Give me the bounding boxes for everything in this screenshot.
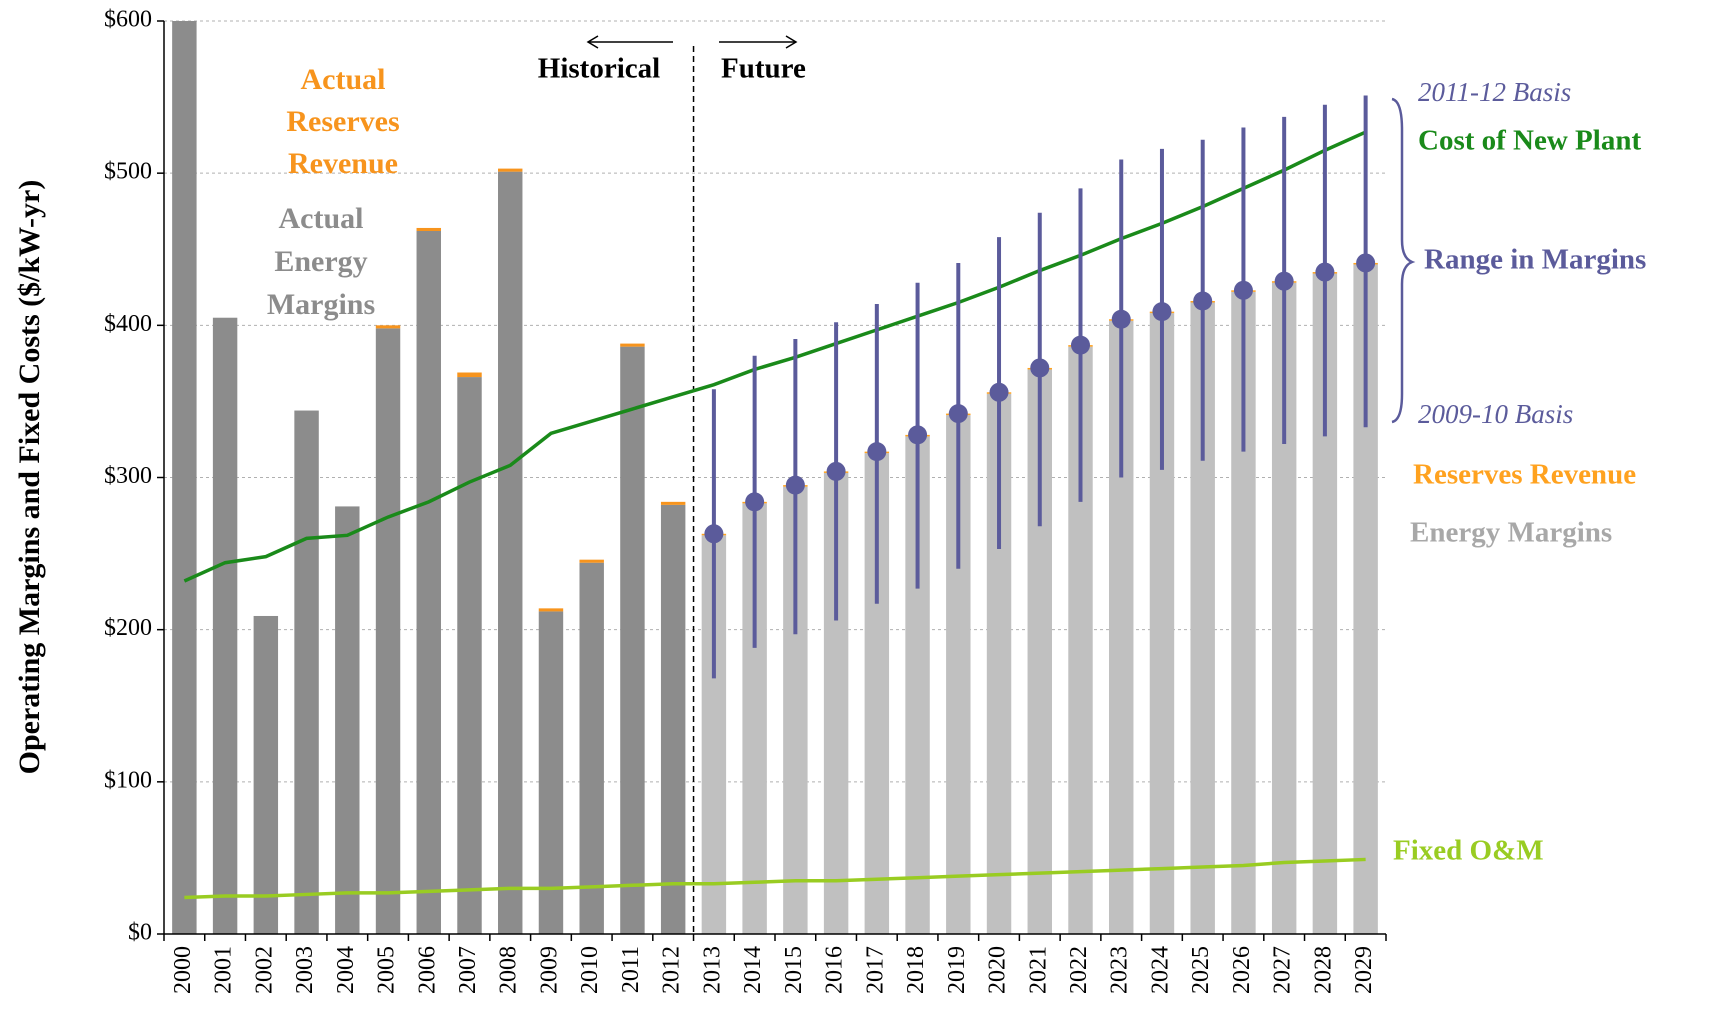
x-tick-label: 2015 (781, 946, 807, 994)
y-tick-label: $500 (104, 159, 152, 185)
y-tick-label: $200 (104, 615, 152, 641)
arrows (586, 35, 798, 49)
y-tick-label: $0 (128, 920, 152, 946)
annotation: Fixed O&M (1393, 835, 1544, 867)
x-tick-label: 2008 (496, 946, 522, 994)
margin-dot (1111, 309, 1131, 329)
x-tick-label: 2002 (251, 946, 277, 994)
bar (579, 559, 604, 563)
bar (335, 506, 360, 934)
x-tick-label: 2023 (1107, 946, 1133, 994)
margin-dot (1030, 358, 1050, 378)
margin-dot (785, 475, 805, 495)
x-tick-label: 2019 (944, 946, 970, 994)
x-tick-label: 2028 (1310, 946, 1336, 994)
bar (660, 501, 686, 505)
bar (457, 372, 482, 378)
bar (172, 21, 197, 934)
bar (620, 346, 645, 934)
x-tick-label: 2012 (659, 946, 685, 994)
line-series (183, 130, 1367, 583)
margin-dot (948, 404, 968, 424)
future-label: Future (721, 53, 806, 85)
x-tick-label: 2025 (1188, 946, 1214, 994)
annotation: Cost of New Plant (1418, 125, 1641, 157)
x-tick-label: 2018 (903, 946, 929, 994)
x-tick-label: 2001 (211, 946, 237, 994)
x-tick-label: 2027 (1270, 946, 1296, 994)
x-tick-label: 2013 (699, 946, 725, 994)
bar (660, 504, 686, 934)
bar (416, 230, 441, 935)
margin-dot (908, 425, 928, 445)
x-tick-label: 2005 (374, 946, 400, 994)
y-axis-title: Operating Margins and Fixed Costs ($/kW-… (13, 180, 46, 775)
arrow-head (785, 35, 798, 49)
margin-dot (867, 442, 887, 462)
x-tick-label: 2007 (455, 946, 481, 994)
margin-dot (826, 461, 846, 481)
x-tick-label: 2003 (292, 946, 318, 994)
y-tick-label: $300 (104, 463, 152, 489)
bar (457, 377, 482, 934)
x-tick-label: 2016 (822, 946, 848, 994)
bar (294, 410, 319, 935)
annotation: Actual Reserves Revenue (286, 63, 399, 180)
x-tick-label: 2026 (1229, 946, 1255, 994)
x-tick-label: 2024 (1147, 946, 1173, 994)
x-tick-label: 2011 (618, 946, 644, 993)
annotation: Range in Margins (1424, 244, 1646, 276)
annotation: Energy Margins (1410, 517, 1612, 549)
x-tick-label: 2017 (862, 946, 888, 994)
margin-dot (704, 524, 724, 544)
margin-dot (1071, 335, 1090, 355)
y-tick-label: $600 (104, 7, 152, 33)
bar (416, 227, 441, 231)
x-tick-label: 2021 (1025, 946, 1051, 994)
arrow-head (586, 35, 599, 49)
bar (579, 562, 604, 934)
margin-dot (1233, 280, 1253, 300)
annotation: Actual Energy Margins (267, 202, 375, 321)
bar (212, 317, 238, 935)
margin-dot (745, 492, 765, 512)
x-tick-label: 2014 (740, 946, 766, 994)
x-tick-label: 2022 (1066, 946, 1092, 994)
bar (620, 343, 645, 347)
x-tick-label: 2004 (333, 946, 359, 994)
margin-dot (1315, 262, 1335, 282)
range-brace (1391, 97, 1416, 424)
bar (538, 611, 564, 934)
margin-dot (989, 382, 1009, 402)
annotation: 2009-10 Basis (1418, 399, 1573, 429)
bar (375, 328, 401, 934)
historical-label: Historical (538, 53, 660, 85)
margin-dot (1152, 302, 1172, 322)
bar (375, 325, 401, 329)
margin-dot (1356, 253, 1376, 273)
x-tick-label: 2006 (414, 946, 440, 994)
x-tick-label: 2010 (577, 946, 603, 994)
annotation: Reserves Revenue (1413, 459, 1636, 491)
line-series (184, 857, 1366, 900)
y-tick-label: $100 (104, 767, 152, 793)
annotation: 2011-12 Basis (1418, 77, 1571, 107)
x-tick-label: 2029 (1351, 946, 1377, 994)
bar (498, 168, 523, 172)
x-tick-label: 2009 (536, 946, 562, 994)
x-tick-label: 2020 (985, 946, 1011, 994)
bar (253, 615, 279, 934)
y-tick-label: $400 (104, 311, 152, 337)
bar (498, 171, 523, 934)
margin-dot (1193, 291, 1213, 311)
x-tick-label: 2000 (170, 946, 196, 994)
bar (538, 608, 564, 612)
margin-dot (1274, 271, 1294, 291)
